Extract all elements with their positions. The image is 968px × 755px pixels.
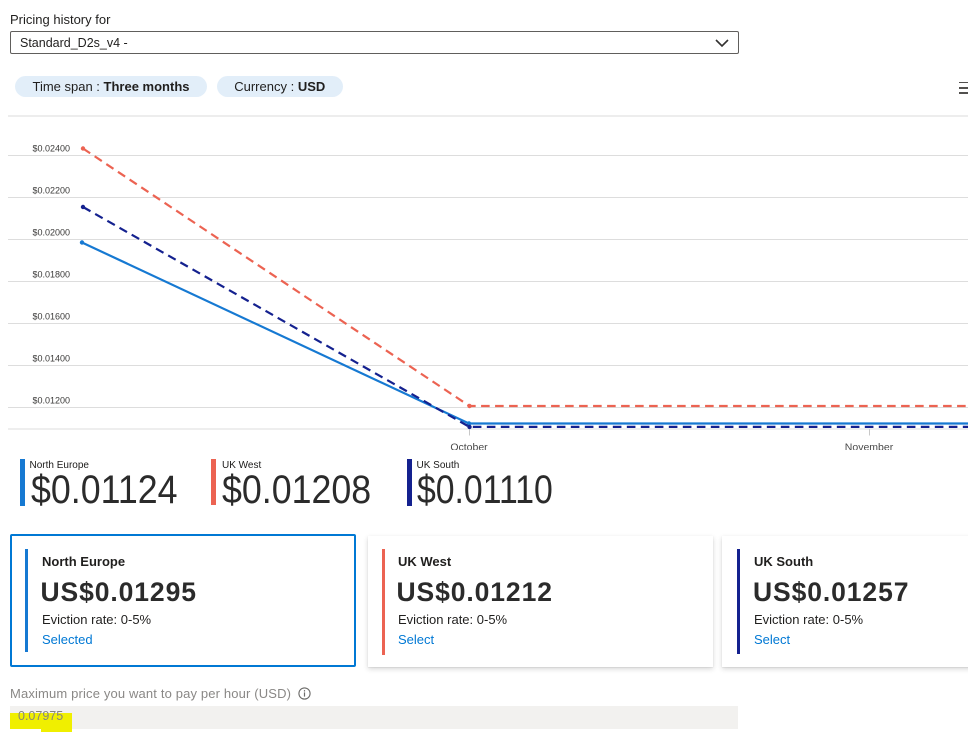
svg-text:November: November (845, 442, 894, 451)
svg-text:$0.01400: $0.01400 (32, 354, 70, 364)
svg-text:October: October (450, 442, 488, 451)
svg-text:$0.02200: $0.02200 (32, 186, 70, 196)
svg-text:$0.02000: $0.02000 (32, 228, 70, 238)
svg-text:$0.01600: $0.01600 (32, 312, 70, 322)
svg-text:$0.02400: $0.02400 (32, 144, 70, 154)
svg-text:$0.01800: $0.01800 (32, 270, 70, 280)
svg-text:$0.01200: $0.01200 (32, 396, 70, 406)
